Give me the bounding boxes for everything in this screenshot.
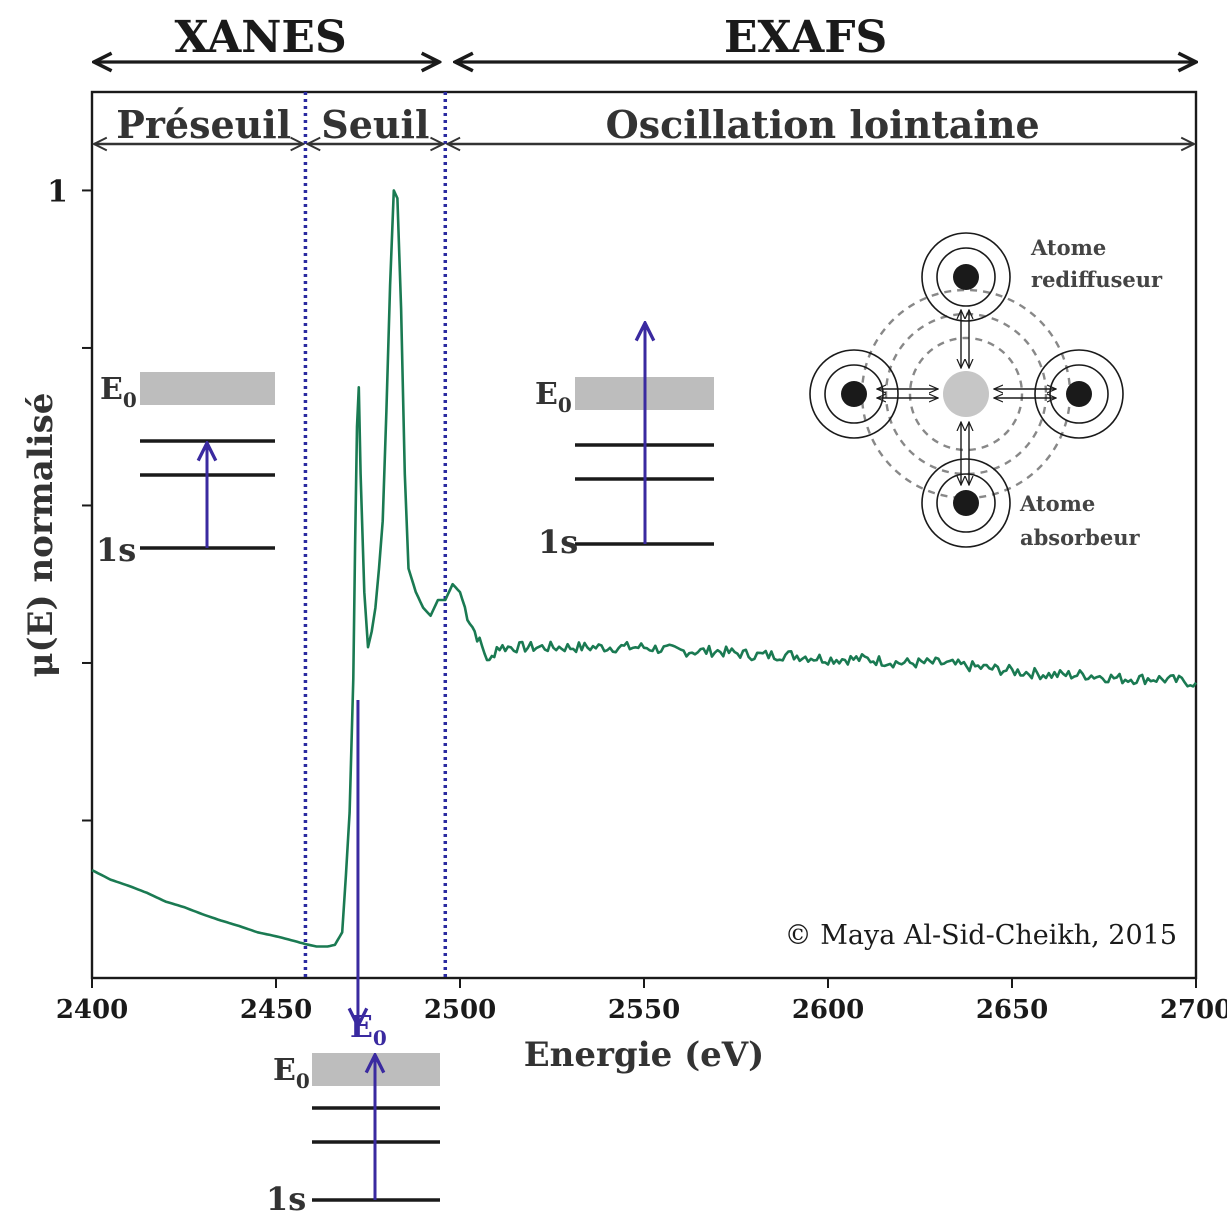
region-label-top: XANES	[175, 12, 347, 63]
e0-label: E0	[273, 1053, 310, 1093]
x-tick-label: 2700	[1160, 995, 1227, 1025]
1s-label: 1s	[266, 1180, 306, 1215]
absorber-label-line2: absorbeur	[1020, 525, 1140, 550]
x-tick-label: 2400	[56, 995, 128, 1025]
edge-label-main: E	[350, 1010, 373, 1045]
y-axis-label: μ(E) normalisé	[21, 393, 61, 678]
absorber-label-line1: Atome	[1019, 491, 1095, 516]
e0-label: E0	[100, 372, 137, 412]
neighbor-atom-right	[1035, 350, 1123, 438]
neighbor-atom-top	[922, 233, 1010, 321]
region-label-inner: Seuil	[321, 102, 429, 147]
e0-band	[140, 372, 275, 405]
edge-label-sub: 0	[373, 1026, 387, 1050]
level-diagram-exafs: E0 1s	[535, 323, 714, 561]
region-dividers	[305, 92, 445, 978]
region-label-inner: Préseuil	[116, 102, 291, 147]
1s-label: 1s	[538, 523, 578, 561]
region-labels: XANES EXAFS Préseuil Seuil Oscillation loint…	[116, 12, 1039, 147]
e0-label: E0	[535, 377, 572, 417]
x-tick-label: 2650	[976, 995, 1048, 1025]
y-tick-label: 1	[47, 174, 68, 209]
axes: 2400 2450 2500 2550 2600 2650 2700 1	[47, 174, 1227, 1025]
x-tick-label: 2550	[608, 995, 680, 1025]
edge-label: E0	[350, 1010, 387, 1050]
x-tick-label: 2600	[792, 995, 864, 1025]
atom-scattering-diagram: Atome rediffuseur Atome absorbeur	[810, 233, 1163, 550]
level-diagram-seuil: E0 1s	[266, 1053, 440, 1215]
x-tick-label: 2450	[240, 995, 312, 1025]
x-axis-label: Energie (eV)	[524, 1035, 765, 1075]
level-diagram-preseuil: E0 1s	[96, 372, 275, 569]
copyright-note: © Maya Al-Sid-Cheikh, 2015	[785, 920, 1177, 951]
1s-label: 1s	[96, 531, 136, 569]
region-label-top: EXAFS	[724, 12, 887, 63]
neighbor-atom-bottom	[922, 459, 1010, 547]
series-line	[92, 190, 1196, 946]
region-label-inner: Oscillation lointaine	[606, 102, 1040, 147]
absorber-atom	[943, 371, 989, 417]
scatterer-label-line1: Atome	[1030, 235, 1106, 260]
edge-marker: E0	[350, 700, 387, 1050]
x-tick-label: 2500	[424, 995, 496, 1025]
scatterer-label-line2: rediffuseur	[1031, 267, 1163, 292]
series-layer	[92, 190, 1196, 946]
